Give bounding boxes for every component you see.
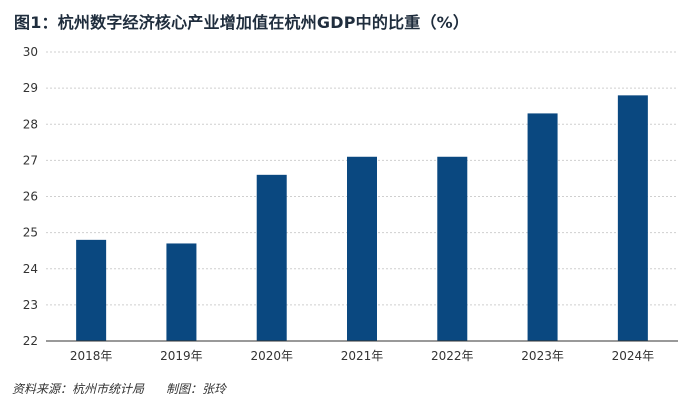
x-tick-label: 2023年 (521, 349, 564, 363)
x-tick-label: 2019年 (160, 349, 203, 363)
y-tick-label: 27 (23, 153, 38, 167)
y-tick-label: 30 (23, 45, 38, 59)
y-tick-label: 23 (23, 298, 38, 312)
chart-title: 图1：杭州数字经济核心产业增加值在杭州GDP中的比重（%） (14, 13, 470, 32)
x-tick-label: 2024年 (612, 349, 655, 363)
y-axis-ticks: 22 23 24 25 26 27 28 29 30 (23, 45, 38, 348)
bar (437, 156, 468, 341)
bar (166, 243, 197, 341)
y-tick-label: 28 (23, 117, 38, 131)
x-tick-label: 2021年 (341, 349, 384, 363)
y-tick-label: 29 (23, 81, 38, 95)
y-tick-label: 26 (23, 190, 38, 204)
x-tick-label: 2022年 (431, 349, 474, 363)
bar (256, 174, 287, 341)
x-axis-ticks: 2018年 2019年 2020年 2021年 2022年 2023年 2024年 (70, 349, 654, 363)
bar (347, 156, 377, 341)
bar (617, 95, 648, 341)
x-tick-label: 2020年 (250, 349, 293, 363)
footer-note: 资料来源：杭州市统计局 制图：张玲 (12, 380, 226, 397)
bar (527, 113, 558, 341)
y-tick-label: 22 (23, 334, 38, 348)
y-tick-label: 24 (23, 262, 38, 276)
x-tick-label: 2018年 (70, 349, 113, 363)
y-tick-label: 25 (23, 226, 38, 240)
source-note: 资料来源：杭州市统计局 (12, 382, 145, 396)
credit-note: 制图：张玲 (166, 382, 227, 396)
bars (76, 95, 648, 341)
bar (76, 239, 107, 341)
